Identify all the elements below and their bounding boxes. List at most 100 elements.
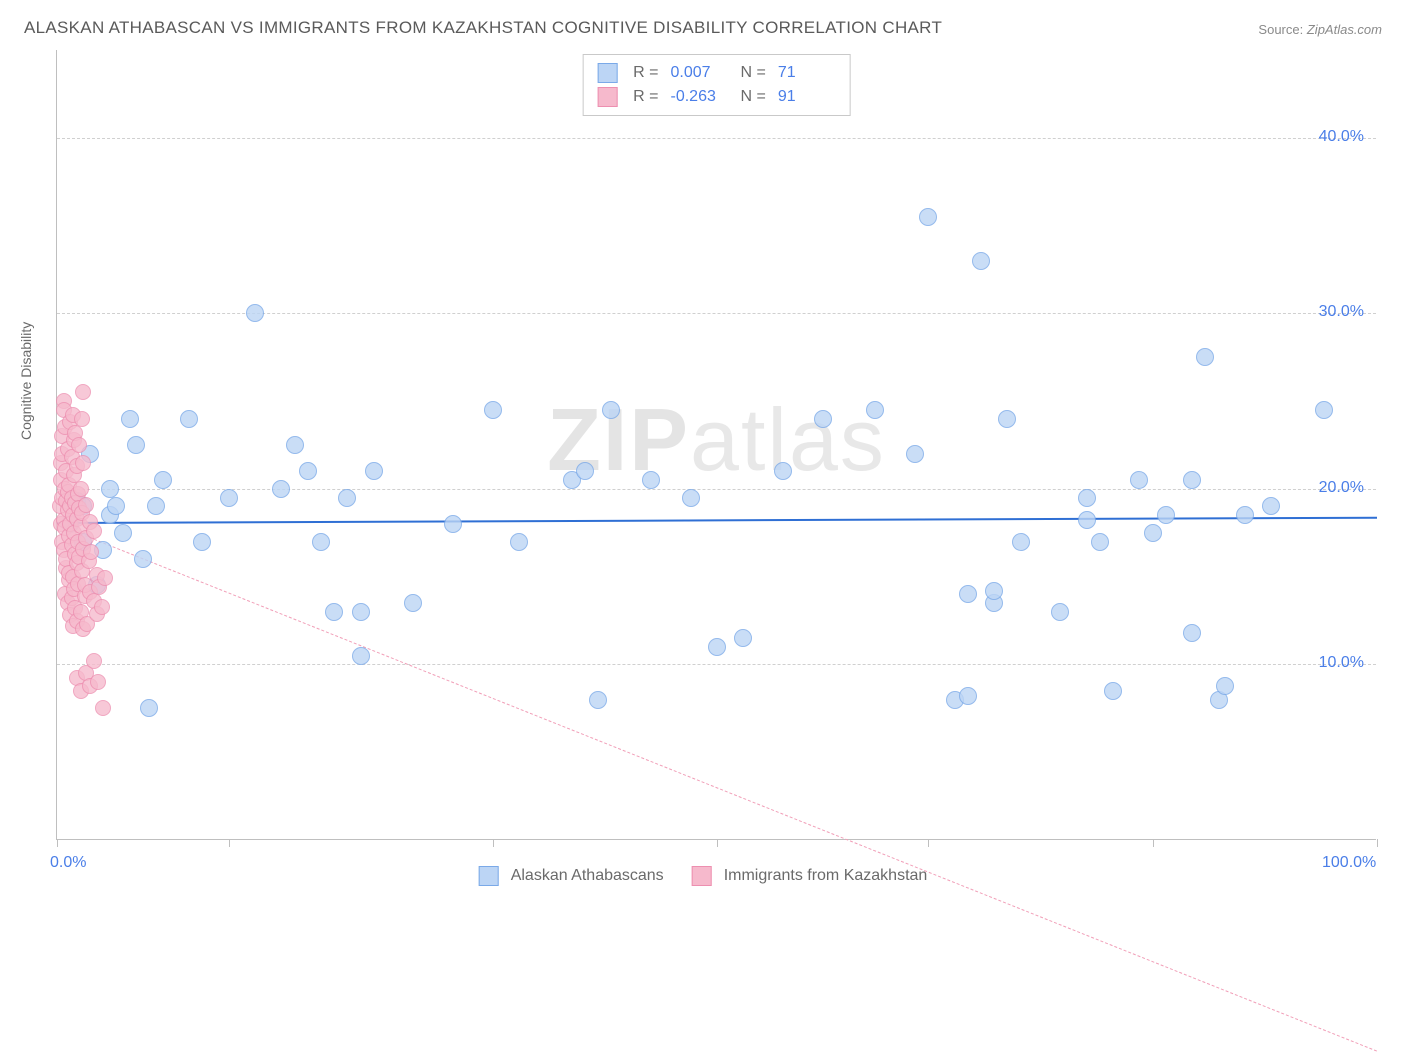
chart-title: ALASKAN ATHABASCAN VS IMMIGRANTS FROM KA… (24, 18, 942, 38)
data-point (73, 481, 89, 497)
legend-stats: R = 0.007 N = 71 R = -0.263 N = 91 (582, 54, 851, 116)
data-point (325, 603, 343, 621)
data-point (312, 533, 330, 551)
data-point (86, 653, 102, 669)
data-point (444, 515, 462, 533)
legend-stats-row: R = 0.007 N = 71 (597, 61, 836, 85)
data-point (576, 462, 594, 480)
data-point (642, 471, 660, 489)
data-point (589, 691, 607, 709)
legend-item: Immigrants from Kazakhstan (692, 866, 928, 886)
x-tick-label-max: 100.0% (1322, 854, 1376, 872)
data-point (193, 533, 211, 551)
data-point (1262, 497, 1280, 515)
data-point (1315, 401, 1333, 419)
data-point (86, 523, 102, 539)
x-tick (229, 839, 230, 847)
data-point (97, 570, 113, 586)
data-point (972, 252, 990, 270)
legend-n-value-1: 91 (778, 85, 836, 109)
data-point (682, 489, 700, 507)
data-point (134, 550, 152, 568)
legend-n-label: N = (741, 61, 766, 85)
data-point (352, 603, 370, 621)
legend-swatch-pink (692, 866, 712, 886)
gridline-h (57, 664, 1376, 665)
data-point (484, 401, 502, 419)
data-point (510, 533, 528, 551)
legend-swatch-blue (479, 866, 499, 886)
data-point (78, 497, 94, 513)
data-point (101, 480, 119, 498)
data-point (998, 410, 1016, 428)
legend-swatch-blue (597, 63, 617, 83)
legend-r-value-0: 0.007 (671, 61, 729, 85)
x-tick-label-min: 0.0% (50, 854, 86, 872)
data-point (365, 462, 383, 480)
y-axis-label: Cognitive Disability (18, 322, 34, 440)
legend-label-0: Alaskan Athabascans (511, 867, 664, 885)
data-point (127, 436, 145, 454)
data-point (906, 445, 924, 463)
data-point (75, 455, 91, 471)
data-point (1078, 489, 1096, 507)
data-point (140, 699, 158, 717)
data-point (1196, 348, 1214, 366)
plot-area: ZIPatlas R = 0.007 N = 71 R = -0.263 N =… (56, 50, 1376, 840)
data-point (1236, 506, 1254, 524)
data-point (1012, 533, 1030, 551)
data-point (272, 480, 290, 498)
legend-n-label: N = (741, 85, 766, 109)
x-tick (493, 839, 494, 847)
gridline-h (57, 138, 1376, 139)
data-point (299, 462, 317, 480)
data-point (114, 524, 132, 542)
data-point (180, 410, 198, 428)
source-attribution: Source: ZipAtlas.com (1258, 22, 1382, 37)
data-point (814, 410, 832, 428)
data-point (866, 401, 884, 419)
legend-r-value-1: -0.263 (671, 85, 729, 109)
data-point (1183, 624, 1201, 642)
y-tick-label: 10.0% (1294, 654, 1364, 672)
data-point (1104, 682, 1122, 700)
data-point (71, 437, 87, 453)
data-point (602, 401, 620, 419)
legend-label-1: Immigrants from Kazakhstan (724, 867, 928, 885)
data-point (1130, 471, 1148, 489)
watermark: ZIPatlas (547, 388, 886, 490)
data-point (919, 208, 937, 226)
data-point (1091, 533, 1109, 551)
data-point (734, 629, 752, 647)
legend-r-label: R = (633, 85, 658, 109)
legend-series: Alaskan Athabascans Immigrants from Kaza… (479, 866, 928, 886)
x-tick (1377, 839, 1378, 847)
data-point (286, 436, 304, 454)
data-point (121, 410, 139, 428)
source-label: Source: (1258, 22, 1303, 37)
x-tick (717, 839, 718, 847)
data-point (147, 497, 165, 515)
data-point (404, 594, 422, 612)
legend-stats-row: R = -0.263 N = 91 (597, 85, 836, 109)
source-value: ZipAtlas.com (1307, 22, 1382, 37)
legend-r-label: R = (633, 61, 658, 85)
data-point (95, 700, 111, 716)
data-point (83, 544, 99, 560)
data-point (220, 489, 238, 507)
data-point (107, 497, 125, 515)
data-point (959, 585, 977, 603)
data-point (246, 304, 264, 322)
trend-line (57, 517, 1377, 524)
data-point (338, 489, 356, 507)
legend-item: Alaskan Athabascans (479, 866, 664, 886)
data-point (708, 638, 726, 656)
data-point (1183, 471, 1201, 489)
y-tick-label: 30.0% (1294, 303, 1364, 321)
x-tick (928, 839, 929, 847)
x-tick (57, 839, 58, 847)
data-point (1078, 511, 1096, 529)
data-point (1144, 524, 1162, 542)
data-point (985, 582, 1003, 600)
data-point (1051, 603, 1069, 621)
